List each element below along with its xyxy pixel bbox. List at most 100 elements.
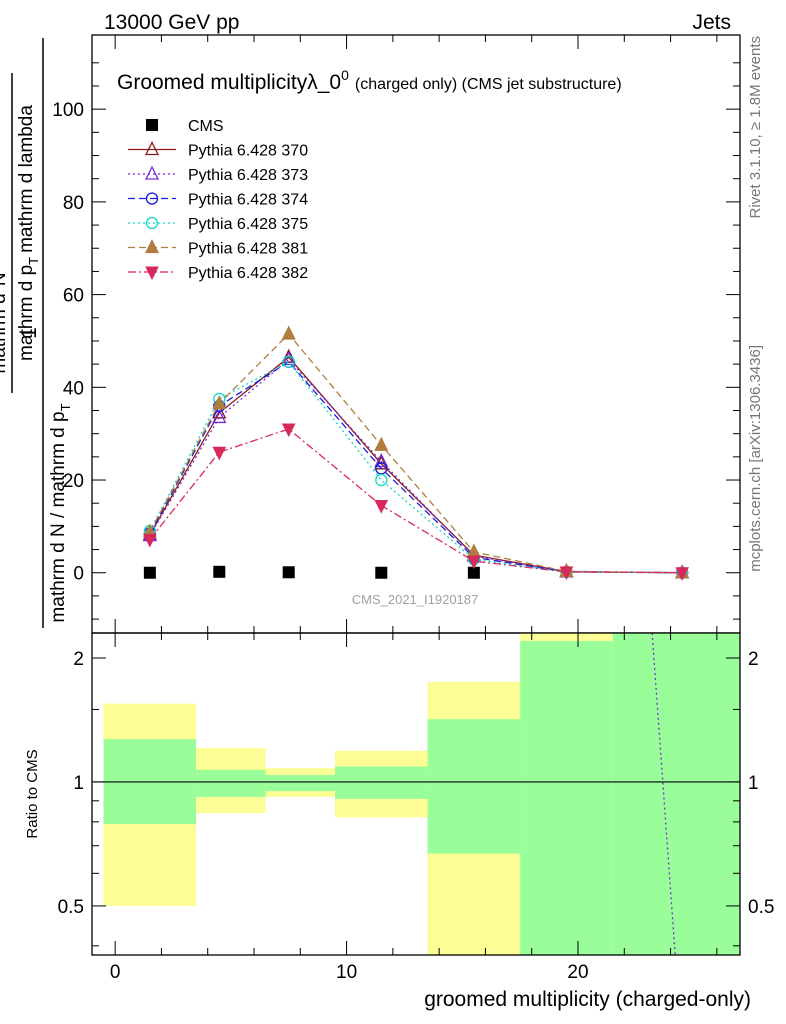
legend-label: Pythia 6.428 370 — [188, 143, 308, 160]
main-ytick-label: 60 — [63, 286, 84, 307]
ratio-ylabel: Ratio to CMS — [24, 749, 41, 838]
ratio-ytick-label-right: 0.5 — [748, 897, 774, 918]
ylabel-denominator: mathrm d N / mathrm d pT — [48, 403, 73, 622]
main-ytick-label: 0 — [73, 564, 84, 585]
series-6-point — [559, 566, 574, 581]
series-0-point — [143, 566, 156, 579]
ratio-bands — [92, 633, 740, 955]
energy-label: 13000 GeV pp — [104, 11, 239, 34]
ratio-ytick-label-right: 2 — [748, 649, 759, 670]
ylabel-frac-numerator-main: mathrm d — [0, 293, 10, 373]
legend: CMS Pythia 6.428 370 Pythia 6.428 373 Pythi… — [128, 118, 308, 282]
legend-marker — [145, 216, 159, 230]
ratio-curve — [651, 633, 676, 955]
legend-marker — [145, 192, 159, 205]
ratio-ytick-label: 0.5 — [58, 897, 84, 918]
ylabel-frac-denominator-sub: T — [26, 257, 41, 265]
legend-entry: Pythia 6.428 370 — [128, 141, 308, 160]
plot-title-suffix: (charged only) (CMS jet substructure) — [355, 76, 622, 93]
ratio-band-green — [427, 719, 521, 854]
plot-title: Groomed multiplicityλ_00 (charged only) (… — [117, 67, 622, 94]
ratio-plot-panel: 0.5 0.5 1 1 2 2 0 10 20 — [58, 632, 774, 983]
ylabel-frac-denominator-main: mathrm d p — [16, 265, 37, 361]
ylabel-denominator-sub: T — [58, 403, 73, 411]
legend-entry: Pythia 6.428 381 — [128, 239, 308, 258]
legend-label: Pythia 6.428 381 — [188, 241, 308, 258]
ratio-ytick-label-right: 1 — [748, 773, 759, 794]
series-6-point — [212, 446, 227, 461]
main-ytick-label: 20 — [63, 471, 84, 492]
series-5-point — [281, 325, 296, 340]
legend-entry: Pythia 6.428 375 — [128, 216, 308, 233]
ylabel-prefix: 1 — [18, 327, 41, 339]
main-ytick-label: 100 — [52, 100, 84, 121]
legend-marker — [144, 239, 160, 254]
series-0-point — [282, 566, 295, 579]
x-axis-label: groomed multiplicity (charged-only) — [424, 988, 751, 1011]
xtick-label: 0 — [110, 962, 121, 983]
xtick-label: 20 — [567, 962, 588, 983]
series-4 — [143, 355, 689, 579]
ylabel-frac-numerator-tail: N — [0, 272, 10, 286]
legend-label: CMS — [188, 118, 224, 135]
series-1 — [142, 348, 690, 579]
legend-entry: Pythia 6.428 382 — [128, 265, 308, 282]
series-0-point — [213, 565, 226, 578]
series-1-point — [281, 348, 296, 363]
legend-entry: CMS — [146, 118, 224, 135]
ratio-band-green — [196, 769, 266, 797]
series-5-line — [149, 333, 683, 574]
ratio-band-green — [335, 766, 428, 799]
legend-label: Pythia 6.428 382 — [188, 265, 308, 282]
series-2-point — [212, 408, 227, 424]
ylabel-frac-numerator: mathrm d2N — [0, 272, 10, 373]
series-6-point — [143, 533, 157, 548]
legend-entry: Pythia 6.428 374 — [128, 192, 308, 209]
ratio-plot-frame — [91, 632, 741, 956]
series-2 — [142, 351, 690, 579]
series-5-point — [212, 395, 227, 410]
ratio-ytick-label: 2 — [73, 649, 84, 670]
ratio-band-green — [265, 774, 335, 792]
xtick-label: 10 — [336, 962, 357, 983]
ylabel-frac-denominator-tail: mathrm d lambda — [16, 105, 37, 253]
series-4-point — [375, 473, 388, 487]
series-1-line — [149, 356, 683, 574]
legend-marker — [145, 266, 159, 281]
series-6-point — [467, 555, 481, 570]
legend-label: Pythia 6.428 375 — [188, 216, 308, 233]
series-2-point — [374, 453, 389, 468]
legend-entry: Pythia 6.428 373 — [128, 165, 308, 184]
series-3 — [143, 355, 689, 579]
series-6-point — [281, 423, 296, 438]
series-2-line — [149, 358, 683, 574]
ratio-band-green — [520, 640, 613, 955]
legend-marker — [146, 119, 158, 131]
rivet-label: Rivet 3.1.10, ≥ 1.8M events — [747, 36, 764, 219]
category-label: Jets — [692, 11, 731, 34]
ratio-band-green — [612, 633, 740, 955]
legend-label: Pythia 6.428 374 — [188, 192, 308, 209]
legend-label: Pythia 6.428 373 — [188, 167, 308, 184]
main-ytick-label: 40 — [63, 378, 84, 399]
plot-title-sup: 0 — [341, 67, 349, 83]
mcplots-label: mcplots.cern.ch [arXiv:1306.3436] — [747, 345, 764, 572]
series-0 — [143, 565, 480, 579]
legend-marker — [144, 141, 160, 156]
main-ylabel: 1 mathrm d N / mathrm d pT mathrm d2N ma… — [0, 38, 73, 628]
series-2-point — [281, 351, 296, 366]
ylabel-frac-denominator: mathrm d pTmathrm d lambda — [16, 105, 41, 361]
series-6-point — [374, 500, 389, 514]
series-4-point — [282, 355, 295, 368]
series-6-point — [675, 567, 689, 581]
analysis-watermark: CMS_2021_I1920187 — [352, 592, 479, 607]
plot-title-main: Groomed multiplicityλ_0 — [117, 71, 341, 94]
ratio-ytick-label: 1 — [73, 773, 84, 794]
main-ytick-label: 80 — [63, 193, 84, 214]
legend-marker — [144, 165, 160, 180]
series-5 — [142, 325, 690, 579]
series-6-line — [149, 428, 683, 574]
ylabel-denominator-main: mathrm d N / mathrm d p — [48, 411, 69, 622]
